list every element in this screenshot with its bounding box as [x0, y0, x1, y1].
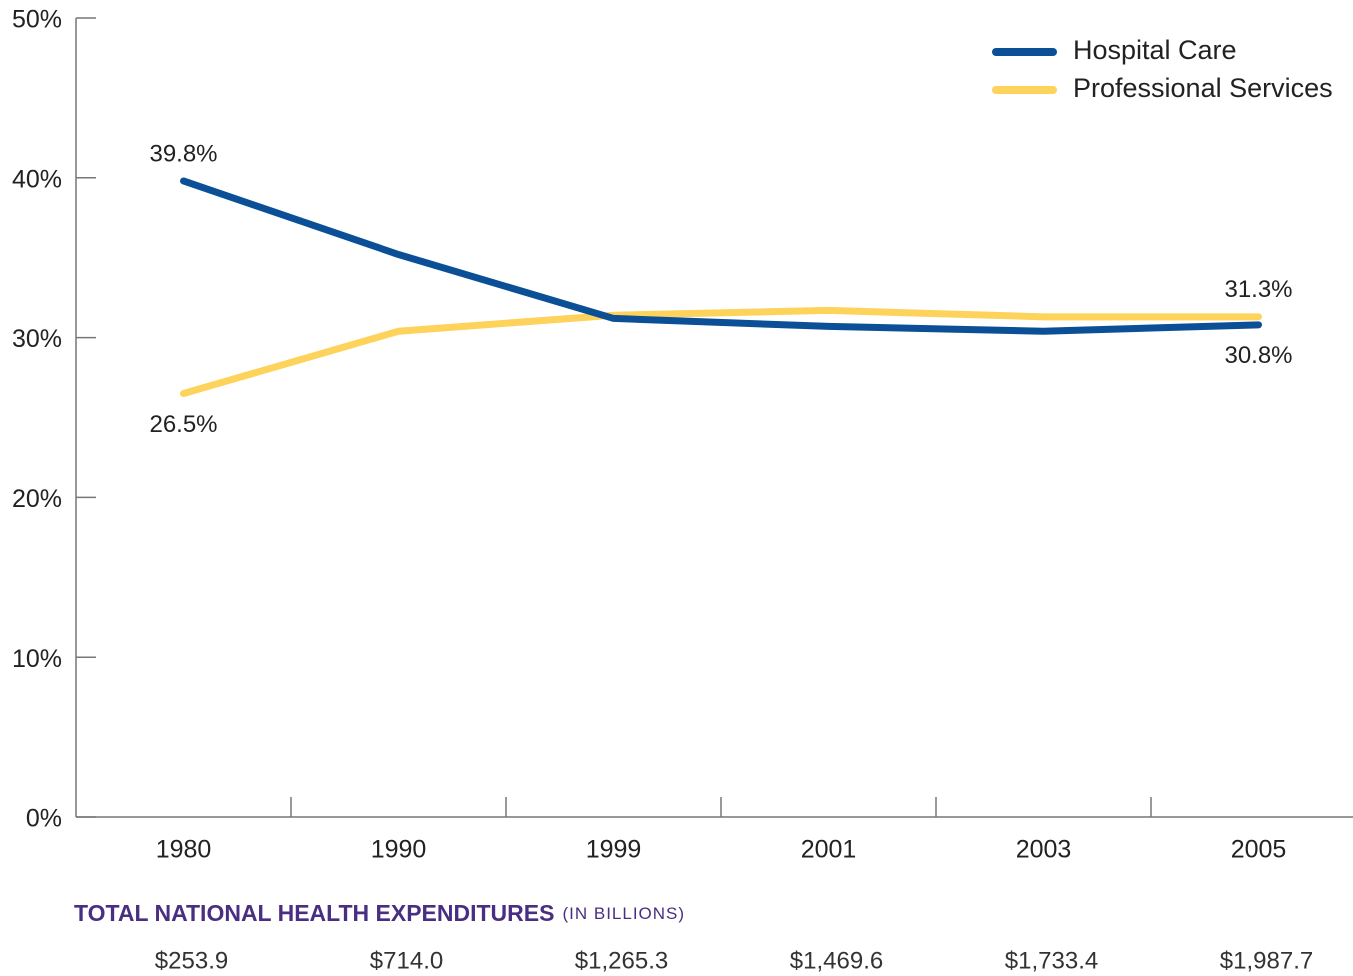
y-tick-label: 0% [26, 805, 62, 833]
x-tick-label: 1980 [156, 836, 212, 864]
x-tick-label: 2003 [1016, 836, 1072, 864]
value-label: 26.5% [149, 411, 217, 438]
footer-value: $714.0 [370, 947, 443, 974]
value-label: 31.3% [1224, 276, 1292, 303]
x-tick-label: 2001 [801, 836, 857, 864]
footer-subtitle: (IN BILLIONS) [562, 904, 685, 923]
y-tick-label: 40% [12, 165, 62, 193]
footer-value: $1,469.6 [790, 947, 883, 974]
x-tick-label: 1990 [371, 836, 427, 864]
y-tick-label: 20% [12, 485, 62, 513]
y-tick-label: 50% [12, 6, 62, 34]
footer-title-main: TOTAL NATIONAL HEALTH EXPENDITURES [74, 900, 554, 926]
y-tick-label: 30% [12, 325, 62, 353]
x-tick-label: 1999 [586, 836, 642, 864]
footer-value: $1,987.7 [1220, 947, 1313, 974]
legend-label: Hospital Care [1073, 35, 1237, 65]
series-line [180, 177, 1262, 335]
footer-value: $253.9 [155, 947, 228, 974]
value-label: 30.8% [1224, 342, 1292, 369]
value-label: 39.8% [149, 140, 217, 167]
footer-value: $1,733.4 [1005, 947, 1098, 974]
y-tick-label: 10% [12, 645, 62, 673]
x-tick-label: 2005 [1231, 836, 1287, 864]
footer-value: $1,265.3 [575, 947, 668, 974]
series-line [180, 306, 1262, 398]
footer-title: TOTAL NATIONAL HEALTH EXPENDITURES (IN BI… [74, 900, 685, 926]
legend-label: Professional Services [1073, 73, 1333, 103]
